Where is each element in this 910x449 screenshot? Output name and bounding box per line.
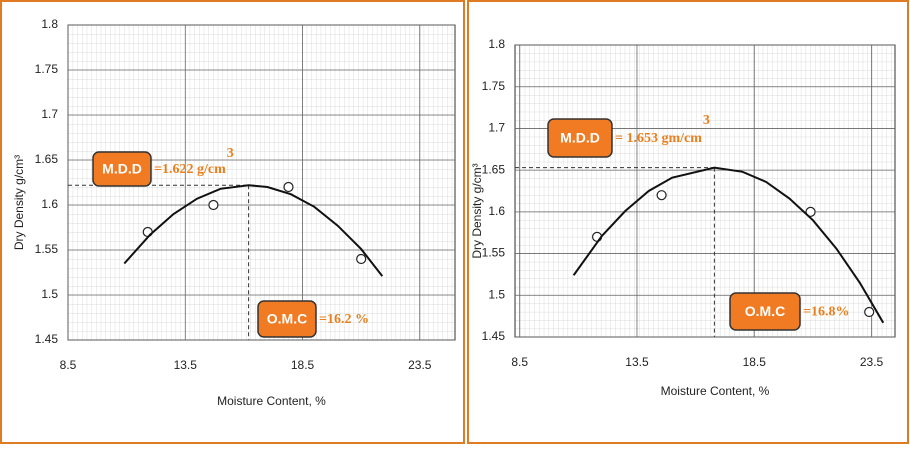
y-tick-label: 1.75 <box>482 79 506 93</box>
x-tick-label: 13.5 <box>174 358 198 372</box>
x-tick-label: 18.5 <box>743 355 767 369</box>
annotation-label: O.M.C <box>267 311 307 327</box>
y-tick-label: 1.7 <box>41 107 58 121</box>
y-tick-label: 1.8 <box>41 17 58 31</box>
annotation-value: =16.8% <box>803 305 849 320</box>
y-tick-label: 1.5 <box>41 287 58 301</box>
data-point <box>864 306 875 318</box>
annotation-value: =16.2 % <box>319 312 369 327</box>
y-tick-label: 1.65 <box>35 152 59 166</box>
annotation-exponent: 3 <box>703 113 710 128</box>
x-tick-label: 8.5 <box>60 358 77 372</box>
fit-curve <box>123 184 384 277</box>
x-axis-label: Moisture Content, % <box>217 394 326 408</box>
y-tick-label: 1.45 <box>482 329 506 343</box>
annotation-box <box>92 151 152 187</box>
data-point <box>805 206 816 217</box>
data-point <box>208 199 219 211</box>
data-point <box>656 190 667 201</box>
x-axis-label: Moisture Content, % <box>661 384 770 398</box>
annotation-value: = 1.653 gm/cm <box>615 131 702 146</box>
y-tick-label: 1.45 <box>35 332 59 346</box>
y-tick-label: 1.55 <box>482 246 506 260</box>
y-tick-label: 1.8 <box>488 37 505 51</box>
y-tick-label: 1.55 <box>35 242 59 256</box>
y-tick-label: 1.5 <box>488 287 505 301</box>
plot-area <box>514 44 896 338</box>
x-tick-label: 23.5 <box>860 355 884 369</box>
panel-border <box>467 0 909 444</box>
y-tick-label: 1.6 <box>488 204 505 218</box>
y-tick-label: 1.75 <box>35 62 59 76</box>
y-axis-label: Dry Density g/cm³ <box>470 163 484 258</box>
annotation-label: M.D.D <box>560 130 600 146</box>
y-axis-label: Dry Density g/cm³ <box>12 155 26 250</box>
annotation-box <box>729 292 801 331</box>
y-tick-label: 1.7 <box>488 121 505 135</box>
data-point <box>356 253 367 265</box>
x-tick-label: 18.5 <box>291 358 315 372</box>
annotation-box <box>257 300 317 338</box>
y-tick-label: 1.6 <box>41 197 58 211</box>
x-tick-label: 23.5 <box>408 358 432 372</box>
x-tick-label: 8.5 <box>511 355 528 369</box>
annotation-box <box>547 118 613 158</box>
annotation-label: O.M.C <box>745 303 785 319</box>
annotation-label: M.D.D <box>102 161 142 177</box>
annotation-exponent: 3 <box>227 146 234 161</box>
x-tick-label: 13.5 <box>625 355 649 369</box>
data-point <box>283 181 294 193</box>
annotation-value: =1.622 g/cm <box>154 162 226 177</box>
y-tick-label: 1.65 <box>482 162 506 176</box>
fit-curve <box>572 166 885 324</box>
panel-border <box>0 0 465 444</box>
